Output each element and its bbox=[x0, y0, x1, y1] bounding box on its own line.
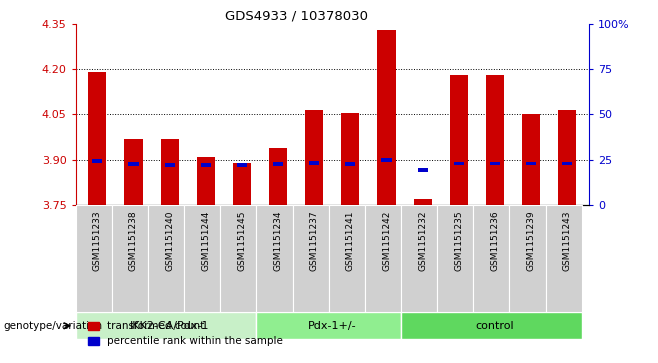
Text: GDS4933 / 10378030: GDS4933 / 10378030 bbox=[224, 9, 368, 22]
Text: genotype/variation: genotype/variation bbox=[3, 321, 103, 331]
Text: GSM1151244: GSM1151244 bbox=[201, 211, 211, 271]
Bar bbox=[124, 139, 143, 205]
Bar bbox=[148, 205, 184, 312]
Bar bbox=[545, 205, 582, 312]
Bar bbox=[382, 158, 392, 162]
Bar bbox=[526, 162, 536, 166]
Text: GSM1151245: GSM1151245 bbox=[238, 211, 247, 271]
Bar bbox=[293, 205, 329, 312]
Bar bbox=[345, 163, 355, 166]
Bar bbox=[562, 162, 572, 165]
Bar bbox=[450, 75, 468, 205]
Text: GSM1151240: GSM1151240 bbox=[165, 211, 174, 271]
Bar bbox=[201, 163, 211, 167]
Bar bbox=[342, 113, 359, 205]
Text: GSM1151236: GSM1151236 bbox=[490, 211, 499, 271]
Text: GSM1151243: GSM1151243 bbox=[563, 211, 572, 271]
Bar bbox=[401, 205, 437, 312]
Bar bbox=[437, 205, 473, 312]
Bar bbox=[558, 110, 576, 205]
Text: GSM1151235: GSM1151235 bbox=[454, 211, 463, 271]
Bar bbox=[269, 148, 287, 205]
Text: GSM1151238: GSM1151238 bbox=[129, 211, 138, 271]
Bar bbox=[454, 162, 464, 165]
Text: GSM1151234: GSM1151234 bbox=[274, 211, 282, 271]
Bar bbox=[309, 161, 319, 164]
Text: GSM1151237: GSM1151237 bbox=[310, 211, 318, 271]
Bar bbox=[220, 205, 257, 312]
Bar bbox=[305, 110, 323, 205]
Text: IKK2-CA/Pdx-1: IKK2-CA/Pdx-1 bbox=[130, 321, 209, 331]
Bar bbox=[401, 312, 582, 339]
Bar bbox=[112, 205, 148, 312]
Bar bbox=[76, 312, 257, 339]
Bar bbox=[164, 163, 175, 167]
Text: control: control bbox=[476, 321, 515, 331]
Bar bbox=[329, 205, 365, 312]
Bar bbox=[378, 30, 395, 205]
Bar bbox=[418, 168, 428, 172]
Bar bbox=[233, 163, 251, 205]
Bar bbox=[365, 205, 401, 312]
Bar bbox=[161, 139, 179, 205]
Text: GSM1151242: GSM1151242 bbox=[382, 211, 391, 271]
Bar bbox=[76, 205, 112, 312]
Text: Pdx-1+/-: Pdx-1+/- bbox=[308, 321, 357, 331]
Bar bbox=[128, 163, 139, 166]
Bar bbox=[509, 205, 545, 312]
Text: GSM1151241: GSM1151241 bbox=[346, 211, 355, 271]
Text: GSM1151233: GSM1151233 bbox=[93, 211, 102, 271]
Text: GSM1151239: GSM1151239 bbox=[526, 211, 536, 271]
Bar bbox=[257, 312, 401, 339]
Bar bbox=[184, 205, 220, 312]
Legend: transformed count, percentile rank within the sample: transformed count, percentile rank withi… bbox=[84, 317, 287, 351]
Bar bbox=[88, 72, 107, 205]
Bar bbox=[237, 163, 247, 167]
Bar bbox=[273, 163, 283, 166]
Bar bbox=[486, 75, 504, 205]
Bar bbox=[414, 199, 432, 205]
Bar bbox=[490, 162, 500, 165]
Bar bbox=[197, 157, 215, 205]
Text: GSM1151232: GSM1151232 bbox=[418, 211, 427, 271]
Bar bbox=[473, 205, 509, 312]
Bar bbox=[522, 114, 540, 205]
Bar bbox=[92, 159, 103, 163]
Bar bbox=[257, 205, 293, 312]
